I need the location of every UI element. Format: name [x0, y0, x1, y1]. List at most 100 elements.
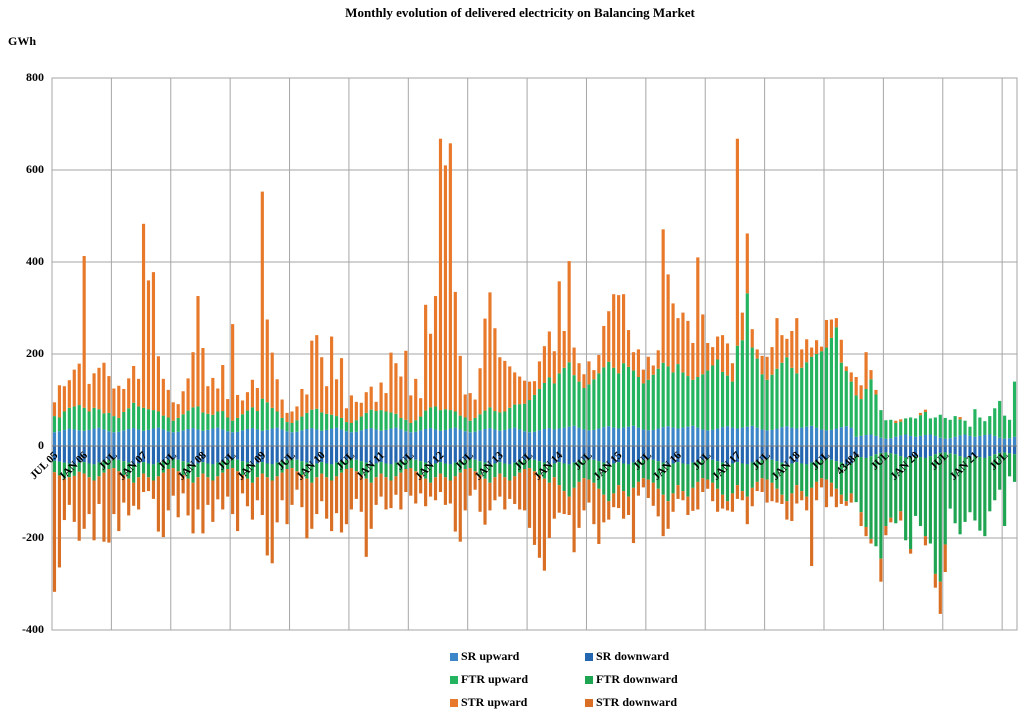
bar-segment: [983, 446, 987, 458]
bar-segment: [285, 412, 289, 423]
bar-segment: [146, 463, 151, 478]
bar-segment: [988, 446, 992, 457]
bar-segment: [587, 430, 591, 446]
bar-segment: [255, 446, 259, 464]
bar-segment: [235, 471, 240, 532]
legend-swatch: [450, 699, 458, 707]
bar-segment: [255, 463, 259, 478]
bar-segment: [443, 429, 448, 446]
bar-segment: [102, 461, 106, 473]
bar-segment: [750, 425, 754, 446]
bar-segment: [325, 463, 329, 478]
bar-segment: [265, 477, 269, 556]
bar-segment: [923, 536, 928, 546]
bar-segment: [354, 471, 358, 499]
bar-segment: [62, 411, 66, 430]
bar-segment: [691, 425, 695, 446]
bar-segment: [770, 482, 774, 502]
bar-segment: [141, 462, 146, 474]
bar-segment: [790, 331, 794, 368]
bar-segment: [894, 420, 898, 423]
bar-segment: [275, 462, 279, 477]
bar-segment: [839, 362, 843, 428]
bar-segment: [661, 462, 665, 495]
bar-segment: [775, 461, 779, 489]
bar-segment: [344, 446, 349, 460]
bar-segment: [369, 464, 373, 483]
bar-segment: [612, 463, 616, 494]
bar-segment: [582, 429, 586, 446]
bar-segment: [869, 379, 873, 435]
bar-segment: [344, 431, 349, 446]
bar-segment: [97, 446, 101, 463]
bar-segment: [77, 471, 81, 541]
bar-segment: [676, 364, 680, 429]
bar-segment: [305, 428, 309, 446]
bar-segment: [805, 426, 809, 446]
bar-segment: [849, 381, 853, 428]
bar-segment: [97, 367, 101, 410]
bar-segment: [315, 408, 319, 430]
bar-segment: [132, 365, 136, 403]
bar-segment: [300, 430, 304, 446]
bar-segment: [87, 463, 91, 478]
bar-segment: [211, 414, 215, 429]
bar-segment: [1012, 381, 1017, 437]
bar-segment: [112, 416, 116, 433]
bar-segment: [344, 408, 349, 423]
bar-segment: [894, 436, 898, 446]
bar-segment: [483, 446, 487, 463]
bar-segment: [463, 459, 467, 469]
bar-segment: [137, 429, 141, 446]
bar-segment: [295, 420, 299, 432]
bar-segment: [156, 476, 160, 532]
bar-segment: [300, 388, 304, 417]
bar-segment: [112, 458, 116, 469]
bar-segment: [270, 480, 274, 564]
bar-segment: [231, 432, 235, 446]
bar-segment: [661, 229, 665, 363]
bar-segment: [814, 340, 819, 354]
bar-segment: [137, 463, 141, 478]
bar-segment: [1003, 452, 1007, 527]
bar-segment: [478, 461, 482, 475]
bar-segment: [87, 446, 91, 464]
bar-segment: [597, 488, 601, 544]
bar-segment: [805, 362, 809, 427]
bar-segment: [933, 573, 937, 588]
bar-segment: [904, 446, 908, 458]
bar-segment: [691, 342, 695, 380]
bar-segment: [532, 431, 537, 446]
bar-segment: [899, 435, 903, 446]
bar-segment: [918, 457, 923, 527]
bar-segment: [730, 363, 735, 382]
bar-segment: [567, 464, 571, 497]
bar-segment: [176, 471, 180, 518]
bar-segment: [186, 462, 190, 479]
bar-segment: [607, 446, 611, 465]
bar-segment: [240, 414, 245, 431]
bar-segment: [824, 479, 829, 508]
bar-segment: [938, 437, 942, 446]
bar-segment: [295, 471, 299, 490]
bar-segment: [231, 420, 235, 433]
bar-segment: [661, 362, 665, 428]
bar-segment: [691, 487, 695, 511]
bar-segment: [701, 374, 705, 430]
bar-segment: [97, 462, 101, 477]
bar-segment: [290, 446, 294, 459]
bar-segment: [948, 419, 952, 439]
bar-segment: [181, 461, 185, 475]
bar-segment: [651, 365, 655, 375]
bar-segment: [67, 407, 71, 429]
bar-segment: [463, 394, 467, 418]
bar-segment: [542, 428, 546, 446]
bar-segment: [711, 429, 715, 446]
bar-segment: [186, 478, 190, 516]
bar-segment: [67, 463, 71, 478]
bar-segment: [755, 481, 759, 492]
bar-segment: [176, 431, 180, 446]
bar-segment: [666, 426, 670, 446]
bar-segment: [349, 446, 353, 459]
bar-segment: [473, 446, 477, 460]
